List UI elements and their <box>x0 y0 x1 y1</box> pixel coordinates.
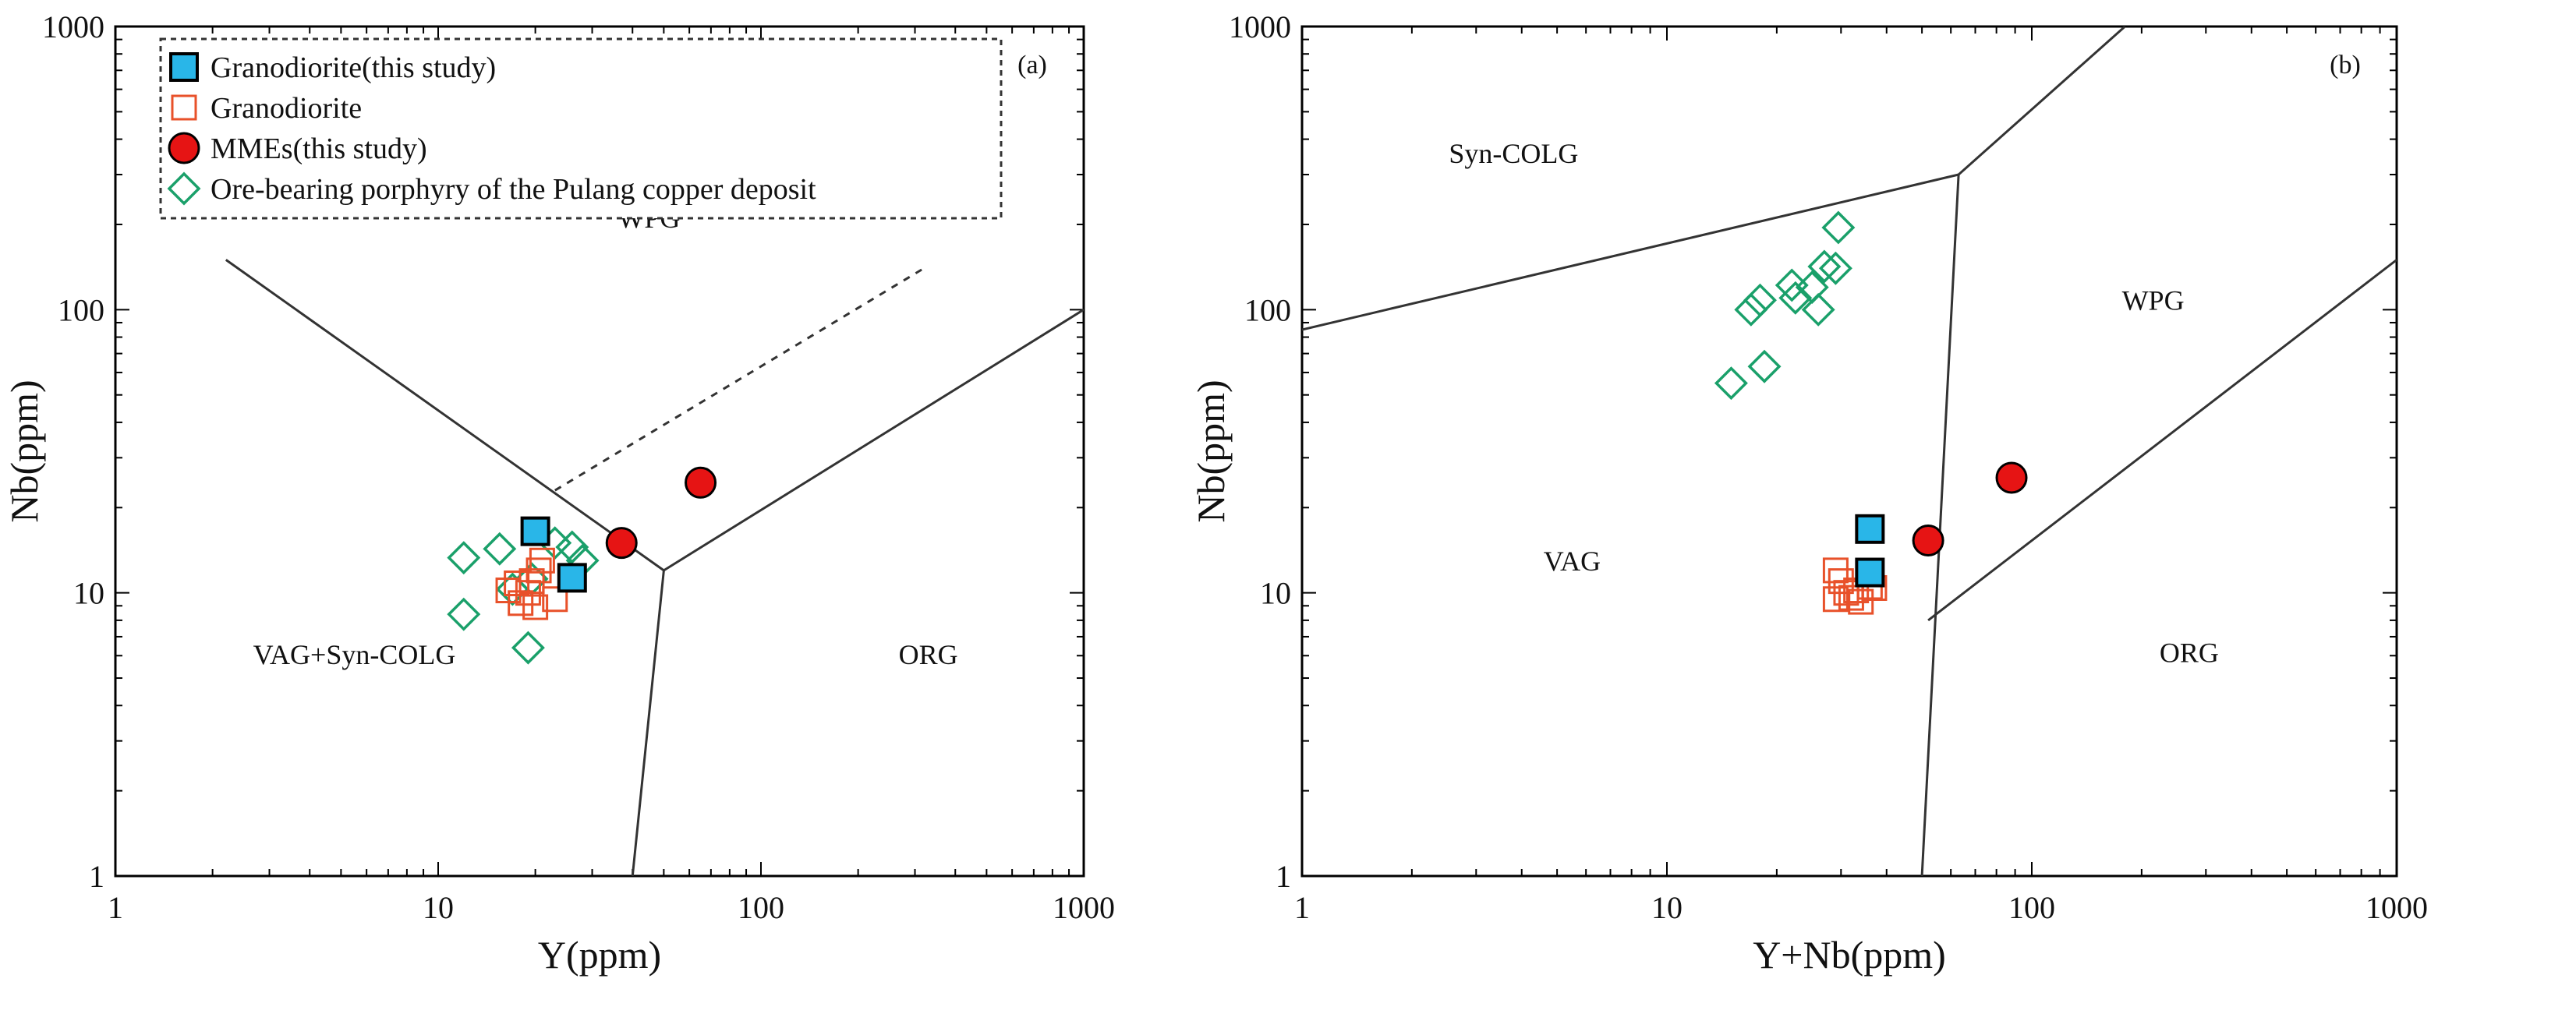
plot-frame <box>114 25 1085 878</box>
y-axis-label: Nb(ppm) <box>1189 380 1233 522</box>
chart-panel-a: 11010010001101001000Y(ppm)Nb(ppm)WPGVAG+… <box>2 9 1115 977</box>
boundary-line <box>1927 259 2397 622</box>
field-label-org: ORG <box>899 639 958 670</box>
y-tick-label: 10 <box>1260 576 1291 611</box>
legend: Granodiorite(this study) Granodiorite MMEs… <box>159 37 1003 220</box>
data-point-diamond-open <box>1734 292 1768 327</box>
field-label-vag: VAG <box>1544 546 1601 577</box>
data-point-diamond-open <box>1743 283 1777 317</box>
boundary-line <box>1958 26 2126 176</box>
data-point-square-filled <box>557 563 587 593</box>
data-point-diamond-open <box>1818 251 1852 285</box>
legend-marker <box>168 132 200 164</box>
boundary-line <box>631 570 665 876</box>
data-point-square-filled <box>1855 514 1885 544</box>
boundary-line <box>663 309 1084 572</box>
y-tick-label: 100 <box>1244 292 1291 327</box>
boundary-line <box>1302 173 1959 331</box>
legend-box <box>159 37 1003 220</box>
x-tick-label: 1000 <box>2365 890 2428 925</box>
boundary-line <box>225 259 665 572</box>
data-point-square-filled <box>1855 557 1885 588</box>
chart-panel-b: 1 10 100 1000 1 10 100 1000 Y+Nb(ppm) Nb(ppm) Syn-… <box>1189 9 2428 977</box>
field-label-syn-colg: Syn-COLG <box>1449 138 1578 169</box>
data-point-square-filled <box>520 516 550 546</box>
data-point-square-open <box>525 557 552 584</box>
legend-marker <box>169 52 199 82</box>
data-point-diamond-open <box>447 541 481 575</box>
data-point-circle-filled <box>685 466 717 499</box>
y-tick-label: 10 <box>73 576 104 611</box>
field-label-vag-syn-colg: VAG+Syn-COLG <box>253 639 456 670</box>
data-point-diamond-open <box>555 530 589 564</box>
y-tick-label: 1 <box>89 859 104 894</box>
data-point-diamond-open <box>447 597 481 631</box>
y-axis-label: Nb(ppm) <box>2 380 46 522</box>
data-point-diamond-open <box>1714 366 1748 401</box>
data-point-diamond-open <box>1775 268 1809 302</box>
data-point-square-open <box>529 547 555 574</box>
legend-marker <box>167 171 201 206</box>
data-point-diamond-open <box>1778 281 1813 315</box>
data-point-diamond-open <box>511 631 545 665</box>
data-point-circle-filled <box>1912 525 1944 557</box>
data-point-circle-filled <box>605 527 638 560</box>
x-tick-label: 10 <box>423 890 454 925</box>
data-point-square-open <box>542 586 568 613</box>
x-axis-label: Y+Nb(ppm) <box>1753 933 1946 977</box>
y-tick-label: 1000 <box>42 9 104 44</box>
x-tick-label: 1 <box>108 890 123 925</box>
legend-label: Ore-bearing porphyry of the Pulang coppe… <box>211 173 816 206</box>
panel-label: (b) <box>2330 51 2361 79</box>
legend-leader-line <box>554 267 925 492</box>
x-tick-label: 1 <box>1294 890 1310 925</box>
legend-label: Granodiorite(this study) <box>211 51 496 84</box>
legend-label: Granodiorite <box>211 92 362 125</box>
boundary-line <box>1920 174 1960 876</box>
y-tick-label: 1 <box>1276 859 1291 894</box>
field-label-org: ORG <box>2160 637 2219 668</box>
plot-frame <box>1300 25 2398 878</box>
data-point-diamond-open <box>1807 249 1842 284</box>
data-point-circle-filled <box>1995 461 2028 494</box>
y-tick-label: 100 <box>58 292 104 327</box>
data-point-square-open <box>1848 588 1874 615</box>
x-axis-label: Y(ppm) <box>538 933 661 977</box>
y-tick-label: 1000 <box>1229 9 1291 44</box>
legend-label: MMEs(this study) <box>211 132 427 165</box>
x-tick-label: 1000 <box>1053 890 1115 925</box>
data-point-diamond-open <box>1801 292 1835 327</box>
field-label-wpg: WPG <box>2122 284 2185 316</box>
x-tick-label: 100 <box>738 890 784 925</box>
data-point-diamond-open <box>483 532 517 566</box>
data-point-diamond-open <box>1821 210 1856 245</box>
data-point-square-open <box>522 594 549 620</box>
panel-label: (a) <box>1017 51 1047 79</box>
data-point-diamond-open <box>1747 349 1782 383</box>
x-tick-label: 100 <box>2008 890 2055 925</box>
x-tick-label: 10 <box>1651 890 1683 925</box>
legend-marker <box>171 94 197 121</box>
